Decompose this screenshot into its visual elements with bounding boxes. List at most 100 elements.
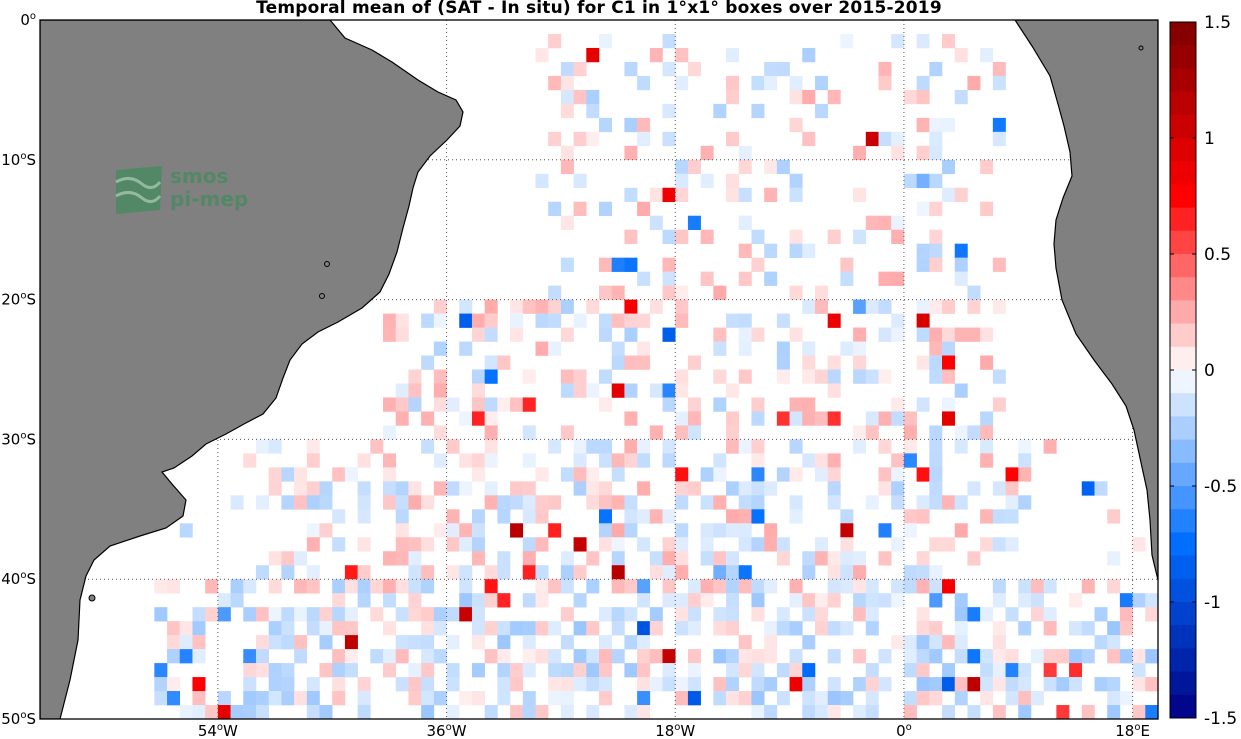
grid-cell (675, 565, 689, 580)
grid-cell (421, 411, 435, 426)
grid-cell (484, 327, 498, 342)
grid-cell (929, 565, 943, 580)
grid-cell (814, 593, 828, 608)
grid-cell (726, 75, 740, 91)
grid-cell (789, 187, 803, 203)
grid-cell (560, 75, 574, 91)
grid-cell (764, 75, 778, 91)
grid-cell (357, 495, 371, 510)
grid-cell (662, 397, 676, 412)
grid-cell (192, 621, 206, 636)
grid-cell (637, 453, 651, 468)
grid-cell (433, 299, 447, 314)
grid-cell (662, 579, 676, 594)
grid-cell (1005, 663, 1019, 678)
grid-cell (891, 131, 905, 147)
grid-cell (548, 33, 562, 49)
grid-cell (700, 495, 714, 510)
grid-cell (535, 47, 549, 63)
grid-cell (497, 355, 511, 370)
grid-cell (383, 579, 397, 594)
grid-cell (853, 565, 867, 580)
colorbar-label: -0.5 (1204, 477, 1237, 497)
grid-cell (751, 257, 765, 272)
grid-cell (903, 173, 917, 189)
grid-cell (1018, 691, 1032, 706)
grid-cell (713, 397, 727, 412)
grid-cell (217, 593, 231, 608)
grid-cell (776, 607, 790, 622)
grid-cell (408, 691, 422, 706)
grid-cell (599, 327, 613, 342)
grid-cell (332, 677, 346, 692)
grid-cell (916, 299, 930, 314)
grid-cell (471, 509, 485, 524)
grid-cell (243, 691, 257, 706)
grid-cell (344, 467, 358, 482)
island (88, 594, 96, 602)
grid-cell (459, 607, 473, 622)
grid-cell (510, 621, 524, 636)
grid-cell (878, 467, 892, 482)
grid-cell (281, 495, 295, 510)
grid-cell (687, 621, 701, 636)
grid-cell (954, 439, 968, 454)
grid-cell (713, 551, 727, 566)
grid-cell (802, 691, 816, 706)
grid-cell (827, 383, 841, 398)
grid-cell (802, 607, 816, 622)
grid-cell (268, 691, 282, 706)
grid-cell (1018, 621, 1032, 636)
grid-cell (637, 663, 651, 678)
grid-cell (662, 649, 676, 664)
grid-cell (357, 509, 371, 524)
grid-cell (827, 621, 841, 636)
grid-cell (814, 691, 828, 706)
grid-cell (535, 467, 549, 482)
grid-cell (383, 313, 397, 328)
grid-cell (789, 89, 803, 105)
grid-cell (446, 663, 460, 678)
grid-cell (1145, 593, 1158, 608)
grid-cell (916, 663, 930, 678)
grid-cell (700, 467, 714, 482)
grid-cell (713, 607, 727, 622)
grid-cell (700, 173, 714, 189)
grid-cell (751, 593, 765, 608)
grid-cell (599, 509, 613, 524)
grid-cell (408, 677, 422, 692)
grid-cell (1132, 663, 1146, 678)
grid-cell (471, 411, 485, 426)
grid-cell (1107, 635, 1121, 650)
grid-cell (1043, 607, 1057, 622)
grid-cell (802, 131, 816, 147)
island (324, 261, 330, 267)
grid-cell (929, 327, 943, 342)
grid-cell (827, 481, 841, 496)
grid-cell (1119, 607, 1133, 622)
grid-cell (738, 145, 752, 161)
grid-cell (573, 369, 587, 384)
grid-cell (1107, 649, 1121, 664)
grid-cell (764, 61, 778, 77)
grid-cell (1132, 593, 1146, 608)
grid-cell (903, 705, 917, 719)
grid-cell (268, 439, 282, 454)
grid-cell (408, 369, 422, 384)
colorbar-level (1170, 138, 1196, 162)
grid-cell (471, 369, 485, 384)
grid-cell (687, 649, 701, 664)
grid-cell (484, 495, 498, 510)
grid-cell (954, 677, 968, 692)
grid-cell (637, 313, 651, 328)
grid-cell (421, 677, 435, 692)
grid-cell (268, 481, 282, 496)
grid-cell (433, 607, 447, 622)
grid-cell (1005, 691, 1019, 706)
grid-cell (916, 89, 930, 105)
grid-cell (929, 131, 943, 147)
colorbar-label: 1 (1204, 129, 1215, 149)
grid-cell (370, 579, 384, 594)
grid-cell (624, 439, 638, 454)
